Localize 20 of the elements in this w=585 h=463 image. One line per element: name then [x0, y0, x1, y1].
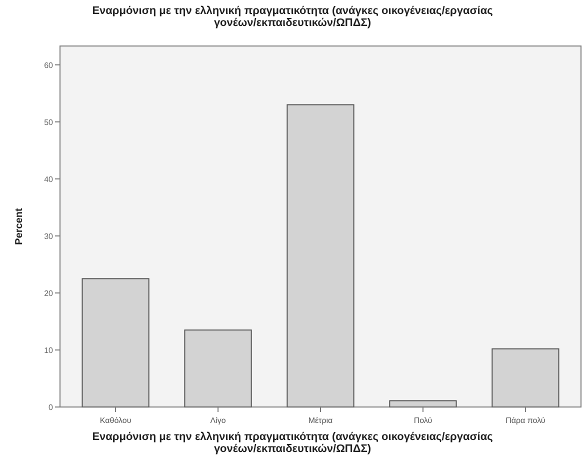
bar: [389, 400, 457, 408]
y-axis-title: Percent: [14, 207, 25, 245]
y-tick-label: 0: [48, 403, 54, 412]
y-tick-label: 20: [44, 288, 54, 298]
y-tick-label: 50: [44, 118, 54, 127]
chart-title: Εναρμόνιση με την ελληνική πραγματικότητα (ανάγκες οικογένειας/εργασίας γονέων/εκπαιδευτικών/ΩΠΔΣ): [92, 5, 494, 29]
y-tick-label: 40: [44, 174, 54, 184]
bar: [184, 330, 252, 408]
x-tick-label: Λίγο: [210, 416, 226, 425]
x-tick-label: Καθόλου: [100, 416, 132, 425]
bar: [82, 278, 150, 408]
y-tick-label: 10: [44, 346, 54, 355]
bar: [286, 104, 354, 408]
x-axis-title: Εναρμόνιση με την ελληνική πραγματικότητα (ανάγκες οικογένειας/εργασίας γονέων/εκπαιδευτικών/ΩΠΔΣ): [92, 431, 494, 455]
x-tick-label: Πολύ: [414, 416, 432, 425]
x-tick-label: Πάρα πολύ: [506, 416, 546, 425]
x-tick-label: Μέτρια: [308, 416, 334, 425]
y-tick-label: 60: [44, 60, 54, 70]
y-tick-label: 30: [44, 232, 54, 241]
bar: [492, 348, 560, 408]
